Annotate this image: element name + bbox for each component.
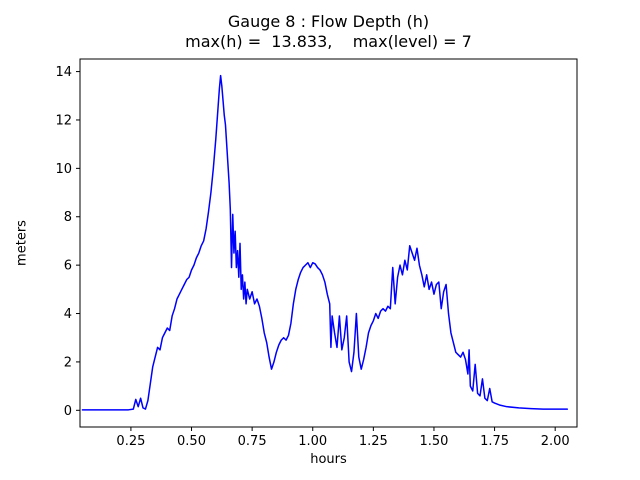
axes-spines bbox=[79, 58, 578, 428]
x-tick-label: 1.00 bbox=[298, 434, 327, 449]
x-tick-label: 1.50 bbox=[419, 434, 448, 449]
x-tick-label: 2.00 bbox=[541, 434, 570, 449]
y-tick-label: 2 bbox=[64, 355, 72, 370]
x-axis-label: hours bbox=[310, 452, 347, 467]
flow-depth-line bbox=[81, 74, 569, 411]
x-tick-label: 0.50 bbox=[177, 434, 206, 449]
x-tick-label: 0.75 bbox=[238, 434, 267, 449]
x-tick-label: 0.25 bbox=[116, 434, 145, 449]
chart-subtitle: max(h) = 13.833, max(level) = 7 bbox=[185, 32, 472, 51]
x-tick-label: 1.75 bbox=[480, 434, 509, 449]
y-tick-label: 10 bbox=[55, 162, 72, 177]
y-tick-label: 8 bbox=[64, 210, 72, 225]
x-tick-label: 1.25 bbox=[359, 434, 388, 449]
chart-title: Gauge 8 : Flow Depth (h) bbox=[227, 12, 430, 31]
y-tick-label: 12 bbox=[55, 113, 72, 128]
y-tick-label: 6 bbox=[64, 259, 72, 274]
y-tick-label: 0 bbox=[64, 404, 72, 419]
y-tick-label: 14 bbox=[55, 65, 72, 80]
y-tick-label: 4 bbox=[64, 307, 72, 322]
